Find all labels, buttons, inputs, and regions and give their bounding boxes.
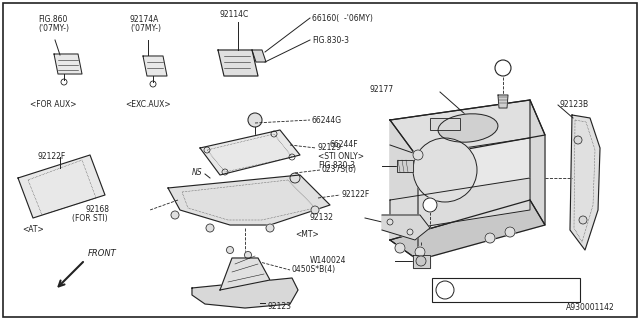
Text: FIG.830-3: FIG.830-3	[312, 36, 349, 45]
Polygon shape	[570, 115, 600, 250]
Text: ①: ①	[440, 285, 449, 295]
Text: FIG.830-3: FIG.830-3	[318, 161, 355, 170]
Text: 66244G: 66244G	[312, 116, 342, 125]
Circle shape	[495, 60, 511, 76]
Polygon shape	[390, 100, 530, 240]
Text: <STI ONLY>: <STI ONLY>	[318, 152, 364, 161]
Text: 0450S*B(4): 0450S*B(4)	[292, 265, 336, 274]
Circle shape	[311, 206, 319, 214]
Polygon shape	[192, 278, 298, 308]
Polygon shape	[218, 50, 258, 76]
Polygon shape	[143, 56, 167, 76]
Circle shape	[413, 150, 423, 160]
Bar	[397, 160, 413, 172]
Text: 92114C: 92114C	[220, 10, 249, 19]
Text: 0237S(6): 0237S(6)	[322, 165, 357, 174]
Text: <FOR AUX>: <FOR AUX>	[30, 100, 77, 109]
Text: 92129: 92129	[318, 143, 342, 152]
Circle shape	[485, 233, 495, 243]
Text: 92177: 92177	[370, 85, 394, 94]
Circle shape	[407, 229, 413, 235]
Polygon shape	[390, 200, 545, 260]
Ellipse shape	[438, 114, 498, 142]
Polygon shape	[220, 258, 270, 290]
Polygon shape	[200, 130, 300, 175]
Text: 92123: 92123	[268, 302, 292, 311]
Text: FRONT: FRONT	[88, 249, 116, 258]
Polygon shape	[498, 95, 508, 108]
Circle shape	[227, 246, 234, 253]
Text: (FOR STI): (FOR STI)	[72, 214, 108, 223]
Polygon shape	[54, 54, 82, 74]
Text: <EXC.AUX>: <EXC.AUX>	[125, 100, 171, 109]
Polygon shape	[18, 155, 105, 218]
Polygon shape	[168, 175, 330, 225]
Text: 92168: 92168	[85, 205, 109, 214]
Circle shape	[171, 211, 179, 219]
Polygon shape	[530, 100, 545, 225]
Text: NS: NS	[192, 168, 203, 177]
Text: 92123B: 92123B	[560, 100, 589, 109]
Text: ①: ①	[499, 63, 508, 73]
Circle shape	[248, 113, 262, 127]
Text: FIG.860: FIG.860	[38, 15, 67, 24]
Text: ('07MY-): ('07MY-)	[38, 24, 69, 33]
Bar	[430, 118, 460, 130]
Text: 92122F: 92122F	[342, 190, 371, 199]
Circle shape	[395, 243, 405, 253]
Text: A930001142: A930001142	[566, 303, 615, 312]
Circle shape	[387, 219, 393, 225]
Text: ①: ①	[426, 201, 434, 210]
Circle shape	[415, 247, 425, 257]
Circle shape	[579, 216, 587, 224]
Circle shape	[290, 173, 300, 183]
Polygon shape	[390, 178, 530, 232]
Text: 66160(  -'06MY): 66160( -'06MY)	[312, 14, 373, 23]
Text: 92122F: 92122F	[38, 152, 67, 161]
Text: 0450S*C(4): 0450S*C(4)	[459, 283, 511, 292]
Circle shape	[505, 227, 515, 237]
Polygon shape	[382, 215, 430, 240]
Text: 92132: 92132	[310, 213, 334, 222]
Polygon shape	[390, 120, 418, 260]
Text: 66244F: 66244F	[330, 140, 358, 149]
Polygon shape	[413, 255, 430, 268]
Circle shape	[413, 138, 477, 202]
Circle shape	[206, 224, 214, 232]
Circle shape	[574, 136, 582, 144]
Text: 92174A: 92174A	[130, 15, 159, 24]
Circle shape	[266, 224, 274, 232]
Circle shape	[436, 281, 454, 299]
Bar	[397, 160, 413, 172]
Circle shape	[244, 252, 252, 259]
Bar	[430, 118, 460, 130]
Polygon shape	[252, 50, 266, 62]
Text: <MT>: <MT>	[295, 230, 319, 239]
Text: ('07MY-): ('07MY-)	[130, 24, 161, 33]
Polygon shape	[390, 100, 545, 158]
Circle shape	[423, 198, 437, 212]
Text: <AT>: <AT>	[22, 225, 44, 234]
Text: W140024: W140024	[310, 256, 346, 265]
Circle shape	[416, 256, 426, 266]
Bar	[432, 278, 580, 302]
